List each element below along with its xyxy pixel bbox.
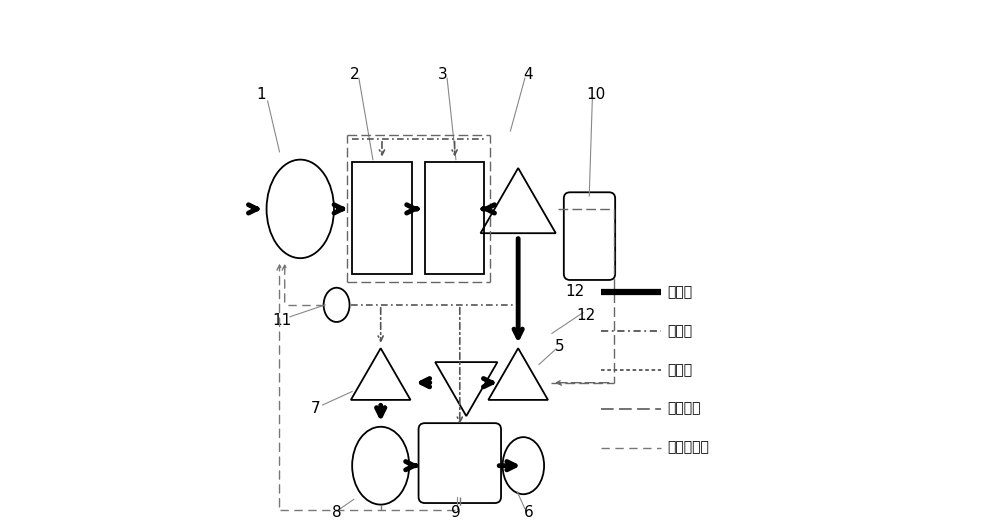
Bar bbox=[352, 162, 412, 274]
Text: 超越管线: 超越管线 bbox=[667, 402, 701, 416]
Text: 11: 11 bbox=[272, 313, 292, 328]
Text: 7: 7 bbox=[311, 401, 321, 416]
Text: 6: 6 bbox=[524, 505, 533, 520]
Text: 2: 2 bbox=[350, 66, 360, 82]
Text: 3: 3 bbox=[438, 66, 448, 82]
Text: 1: 1 bbox=[257, 87, 266, 103]
Bar bbox=[425, 162, 484, 274]
Text: 12: 12 bbox=[565, 285, 585, 299]
Text: 5: 5 bbox=[555, 339, 564, 354]
Text: 加药线: 加药线 bbox=[667, 363, 692, 377]
Text: 12: 12 bbox=[576, 308, 595, 323]
Text: 污水回流线: 污水回流线 bbox=[667, 440, 709, 454]
Text: 曝气线: 曝气线 bbox=[667, 324, 692, 338]
Text: 10: 10 bbox=[586, 87, 606, 103]
Text: 4: 4 bbox=[524, 66, 533, 82]
Text: 9: 9 bbox=[451, 505, 461, 520]
Text: 污水线: 污水线 bbox=[667, 285, 692, 299]
Text: 8: 8 bbox=[332, 505, 341, 520]
